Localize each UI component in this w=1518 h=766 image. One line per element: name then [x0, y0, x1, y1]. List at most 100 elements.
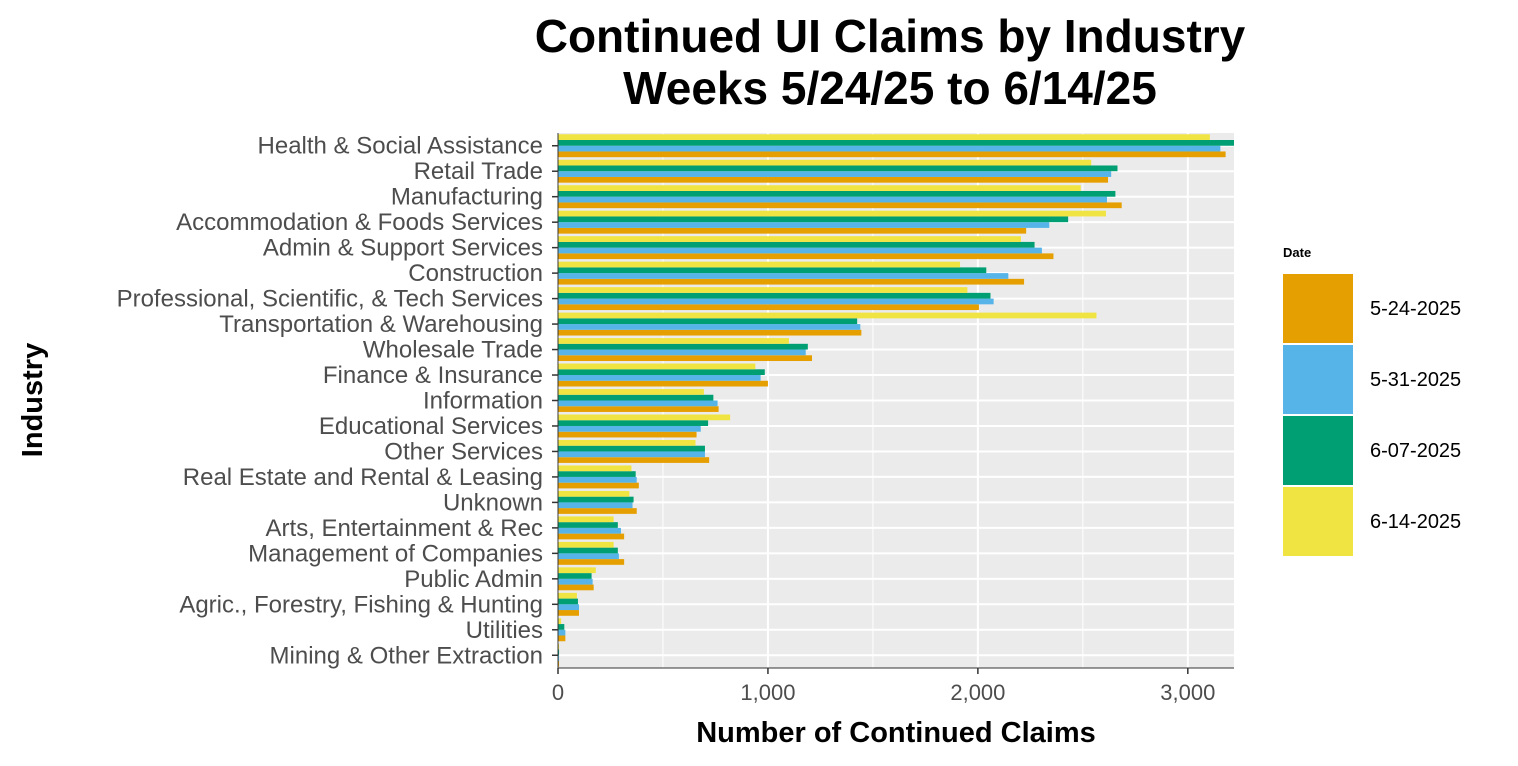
bar-unknown-6-07-2025	[558, 496, 634, 503]
y-tick-label-health-social-assistance: Health & Social Assistance	[258, 133, 543, 160]
y-tick-label-public-admin: Public Admin	[404, 566, 543, 593]
bar-utilities-5-31-2025	[558, 629, 566, 636]
bar-real-estate-and-rental-leasing-6-14-2025	[558, 465, 632, 472]
x-tick-label: 2,000	[950, 680, 1005, 705]
chart-title-line-1: Continued UI Claims by Industry	[534, 10, 1246, 62]
bar-other-services-6-14-2025	[558, 439, 696, 446]
bar-transportation-warehousing-6-14-2025	[558, 312, 1097, 319]
bar-public-admin-6-07-2025	[558, 573, 592, 579]
bar-arts-entertainment-rec-5-24-2025	[558, 533, 625, 540]
bar-utilities-6-07-2025	[558, 624, 565, 630]
bar-management-of-companies-6-14-2025	[558, 541, 614, 548]
legend-label: 6-14-2025	[1370, 511, 1462, 533]
legend-item-5-31-2025: 5-31-2025	[1283, 345, 1461, 416]
x-axis: 0 1,000 2,000 3,000	[552, 667, 1234, 705]
legend-key-swatch	[1283, 274, 1353, 345]
bar-information-6-14-2025	[558, 389, 704, 395]
bar-professional-scientific-tech-services-5-31-2025	[558, 298, 994, 305]
y-tick-label-management-of-companies: Management of Companies	[248, 540, 543, 567]
bar-admin-support-services-5-31-2025	[558, 247, 1042, 254]
bar-management-of-companies-5-24-2025	[558, 559, 625, 565]
bar-arts-entertainment-rec-6-14-2025	[558, 516, 614, 523]
bar-finance-insurance-5-31-2025	[558, 375, 761, 381]
x-axis-title: Number of Continued Claims	[696, 717, 1096, 749]
bar-educational-services-5-24-2025	[558, 431, 697, 438]
y-tick-label-professional-scientific-tech-services: Professional, Scientific, & Tech Service…	[117, 286, 543, 313]
bar-finance-insurance-6-14-2025	[558, 363, 756, 370]
chart-title-line-2: Weeks 5/24/25 to 6/14/25	[623, 62, 1157, 114]
bar-wholesale-trade-6-14-2025	[558, 338, 789, 344]
bars	[558, 134, 1234, 667]
bar-management-of-companies-6-07-2025	[558, 547, 618, 554]
bar-retail-trade-6-14-2025	[558, 159, 1092, 166]
bar-educational-services-6-07-2025	[558, 420, 709, 426]
bar-manufacturing-6-14-2025	[558, 185, 1081, 191]
bar-utilities-6-14-2025	[558, 618, 562, 625]
bar-finance-insurance-5-24-2025	[558, 380, 768, 387]
y-tick-label-retail-trade: Retail Trade	[414, 158, 543, 185]
bar-arts-entertainment-rec-6-07-2025	[558, 522, 618, 528]
bar-professional-scientific-tech-services-6-14-2025	[558, 287, 968, 293]
bar-educational-services-5-31-2025	[558, 425, 701, 432]
bar-retail-trade-5-24-2025	[558, 176, 1109, 183]
y-tick-label-unknown: Unknown	[443, 489, 543, 516]
bar-information-6-07-2025	[558, 394, 714, 401]
bar-agric-forestry-fishing-hunting-5-24-2025	[558, 610, 579, 616]
bar-accommodation-foods-services-5-31-2025	[558, 222, 1050, 228]
bar-health-social-assistance-6-14-2025	[558, 134, 1210, 141]
legend-item-6-14-2025: 6-14-2025	[1283, 487, 1461, 558]
bar-other-services-6-07-2025	[558, 445, 705, 452]
bar-professional-scientific-tech-services-6-07-2025	[558, 292, 991, 299]
bar-manufacturing-6-07-2025	[558, 190, 1116, 197]
bar-public-admin-5-24-2025	[558, 584, 594, 591]
legend-label: 5-31-2025	[1370, 369, 1462, 391]
bar-mining-other-extraction-6-07-2025	[558, 649, 560, 656]
bar-information-5-24-2025	[558, 406, 719, 412]
y-tick-label-accommodation-foods-services: Accommodation & Foods Services	[176, 209, 543, 236]
bar-accommodation-foods-services-6-07-2025	[558, 216, 1069, 223]
bar-admin-support-services-5-24-2025	[558, 253, 1054, 260]
legend-key-swatch	[1283, 487, 1353, 558]
x-tick-label: 3,000	[1160, 680, 1215, 705]
legend-item-6-07-2025: 6-07-2025	[1283, 416, 1461, 487]
bar-management-of-companies-5-31-2025	[558, 553, 619, 560]
bar-real-estate-and-rental-leasing-5-24-2025	[558, 482, 639, 489]
bar-construction-6-07-2025	[558, 267, 987, 274]
bar-utilities-5-24-2025	[558, 635, 566, 642]
bar-accommodation-foods-services-6-14-2025	[558, 210, 1106, 217]
legend-label: 5-24-2025	[1370, 298, 1462, 320]
y-tick-label-other-services: Other Services	[384, 438, 543, 465]
bar-transportation-warehousing-6-07-2025	[558, 318, 858, 325]
bar-arts-entertainment-rec-5-31-2025	[558, 527, 621, 534]
y-tick-label-real-estate-and-rental-leasing: Real Estate and Rental & Leasing	[183, 464, 543, 491]
y-tick-label-construction: Construction	[408, 260, 543, 287]
bar-construction-5-31-2025	[558, 273, 1009, 279]
legend-items: 5-24-2025 5-31-2025 6-07-2025 6-14-2025	[1283, 274, 1461, 558]
bar-construction-5-24-2025	[558, 278, 1025, 285]
bar-mining-other-extraction-5-24-2025	[558, 660, 560, 667]
bar-agric-forestry-fishing-hunting-6-14-2025	[558, 592, 577, 599]
bar-mining-other-extraction-5-31-2025	[558, 655, 560, 661]
bar-transportation-warehousing-5-31-2025	[558, 324, 861, 330]
y-tick-label-finance-insurance: Finance & Insurance	[323, 362, 543, 389]
x-tick-label: 1,000	[740, 680, 795, 705]
legend: Date 5-24-2025 5-31-2025 6-07-2025 6-14-202…	[1283, 245, 1461, 558]
y-tick-label-transportation-warehousing: Transportation & Warehousing	[219, 311, 543, 338]
bar-health-social-assistance-5-24-2025	[558, 151, 1226, 158]
bar-health-social-assistance-6-07-2025	[558, 140, 1234, 146]
legend-key-swatch	[1283, 345, 1353, 416]
y-tick-label-manufacturing: Manufacturing	[391, 184, 543, 211]
y-tick-label-mining-other-extraction: Mining & Other Extraction	[270, 642, 543, 669]
bar-agric-forestry-fishing-hunting-6-07-2025	[558, 598, 578, 605]
bar-retail-trade-5-31-2025	[558, 171, 1112, 177]
y-tick-label-utilities: Utilities	[466, 617, 543, 644]
y-tick-label-arts-entertainment-rec: Arts, Entertainment & Rec	[266, 515, 543, 542]
bar-public-admin-6-14-2025	[558, 567, 596, 574]
y-tick-label-agric-forestry-fishing-hunting: Agric., Forestry, Fishing & Hunting	[179, 591, 543, 618]
bar-information-5-31-2025	[558, 400, 718, 407]
bar-manufacturing-5-31-2025	[558, 196, 1107, 203]
bar-real-estate-and-rental-leasing-5-31-2025	[558, 476, 637, 483]
bar-public-admin-5-31-2025	[558, 578, 593, 585]
